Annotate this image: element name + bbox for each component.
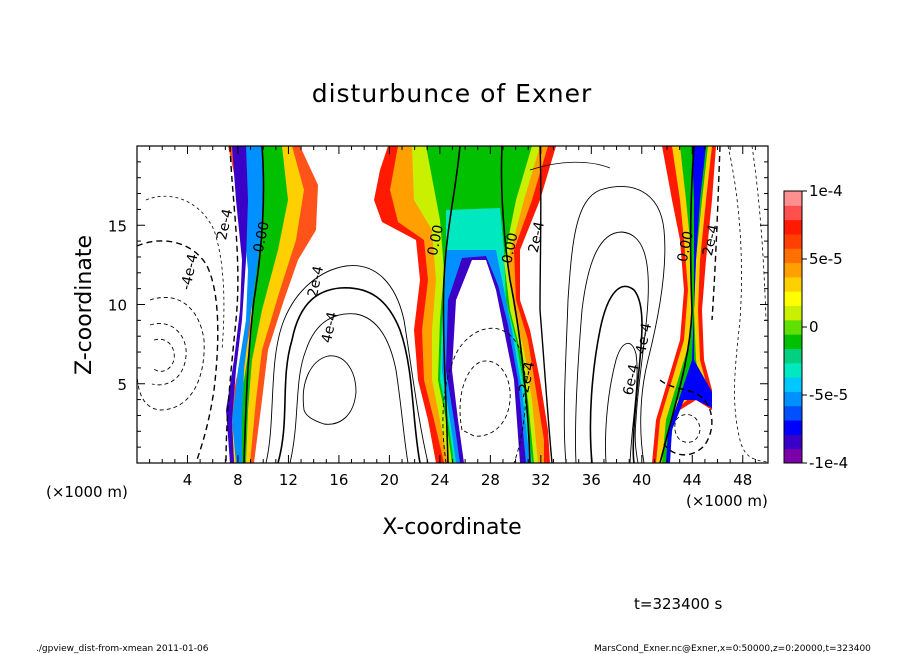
x-tick-label: 8 [233,471,243,489]
colorbar-tick-label: 5e-5 [809,250,843,268]
contour-label: 0.00 [425,223,447,257]
x-axis-label: X-coordinate [382,515,521,540]
x-tick-label: 24 [430,471,449,489]
contour-label: 0.00 [499,231,521,265]
x-tick-label: 16 [329,471,348,489]
y-axis-label: Z-coordinate [72,235,97,375]
colorbar-swatch [784,391,802,407]
colorbar-swatch [784,233,802,249]
contour-label: 4e-4 [633,321,655,355]
colorbar-swatch [784,248,802,264]
colorbar-swatch [784,191,802,206]
x-unit-right: (×1000 m) [686,492,768,510]
x-tick-label: 4 [183,471,193,489]
script-info: ./gpview_dist-from-xmean 2011-01-06 [36,644,209,654]
x-axis: 4 8 12 16 20 24 28 32 36 40 44 48 [149,146,756,489]
contour-label: 0.00 [251,220,273,254]
x-unit-left: (×1000 m) [46,483,128,501]
colorbar-swatch [784,362,802,378]
y-tick-label: 5 [117,376,127,394]
source-info: MarsCond_Exner.nc@Exner,x=0:50000,z=0:20… [594,644,871,654]
colorbar-swatch [784,319,802,335]
y-tick-label: 15 [108,217,127,235]
colorbar-swatch [784,348,802,364]
contour-label: -2e-4 [515,360,538,399]
x-tick-label: 12 [279,471,298,489]
colorbar-tick-label: 1e-4 [809,182,843,200]
colorbar-swatch [784,434,802,450]
colorbar-tick-label: -1e-4 [809,454,848,472]
x-tick-label: 48 [733,471,752,489]
colorbar-swatch [784,262,802,278]
contour-label: 2e-4 [305,264,327,298]
x-tick-label: 20 [380,471,399,489]
colorbar-swatch [784,448,802,464]
colorbar-swatch [784,420,802,435]
colorbar-swatch [784,305,802,321]
colorbar [783,190,803,464]
colorbar-swatch [784,205,802,221]
colorbar-swatch [784,276,802,292]
plume-left [226,146,318,463]
contour-label: -4e-4 [178,252,201,291]
contour-label: 2e-4 [700,223,722,257]
x-tick-label: 40 [632,471,651,489]
contour-label: 4e-4 [319,310,341,344]
plume-center [374,146,556,463]
x-tick-label: 44 [683,471,702,489]
contour-label: 6e-4 [620,363,642,397]
colorbar-swatch [784,405,802,421]
colorbar-swatch [784,377,802,392]
plume-right [652,146,716,463]
colorbar-tick-label: 0 [809,318,819,336]
contour-label: 0.00 [675,230,697,264]
x-tick-label: 28 [481,471,500,489]
colorbar-swatch [784,219,802,235]
time-stamp: t=323400 s [634,595,722,613]
y-tick-label: 10 [108,297,127,315]
x-tick-label: 32 [531,471,550,489]
colorbar-swatch [784,291,802,307]
colorbar-tick-label: -5e-5 [809,386,848,404]
colorbar-ticks: 1e-4 5e-5 0 -5e-5 -1e-4 [802,182,848,472]
chart-title: disturbunce of Exner [312,79,593,108]
contour-label: 2e-4 [526,220,548,254]
y-axis: 5 10 15 [108,161,768,448]
colorbar-swatch [784,334,802,349]
x-tick-label: 36 [582,471,601,489]
contour-label: 2e-4 [214,207,236,241]
contour-lines [137,146,768,463]
